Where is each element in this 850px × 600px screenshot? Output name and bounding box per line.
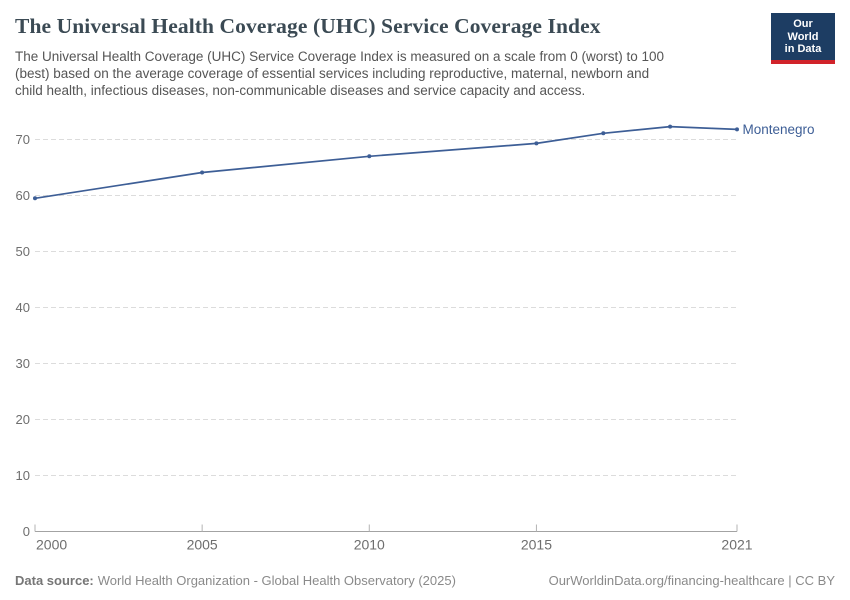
x-tick-label-2005: 2005 xyxy=(187,537,218,553)
chart-header: The Universal Health Coverage (UHC) Serv… xyxy=(0,0,850,100)
subtitle-line: The Universal Health Coverage (UHC) Serv… xyxy=(15,49,665,64)
license-badge: | CC BY xyxy=(784,573,835,588)
x-tick-label-2010: 2010 xyxy=(354,537,385,553)
gridlines xyxy=(35,139,737,476)
owid-article-link[interactable]: OurWorldinData.org/financing-healthcare xyxy=(548,573,785,588)
y-tick-label-30: 30 xyxy=(16,356,30,371)
x-tick-label-2000: 2000 xyxy=(36,537,67,553)
series-montenegro[interactable]: Montenegro xyxy=(33,122,815,201)
owid-logo-line2: in Data xyxy=(784,43,822,55)
data-point-2005 xyxy=(200,170,205,175)
subtitle-line: (best) based on the average coverage of … xyxy=(15,66,650,82)
owid-logo-line1: Our World xyxy=(787,18,819,43)
y-tick-label-70: 70 xyxy=(16,132,30,147)
data-point-2015 xyxy=(534,141,539,146)
data-point-2010 xyxy=(367,154,372,159)
uhc-line-chart[interactable]: 0 10 20 30 40 50 60 70 2000 2005 2010 2015 2021 Monte… xyxy=(0,0,850,560)
y-tick-label-60: 60 xyxy=(16,188,30,203)
y-tick-label-40: 40 xyxy=(16,300,30,315)
subtitle-line: child health, infectious diseases, non-c… xyxy=(15,83,586,99)
attribution: OurWorldinData.org/financing-healthcare … xyxy=(549,573,835,588)
y-axis-labels: 0 10 20 30 40 50 60 70 xyxy=(16,132,30,539)
owid-logo[interactable]: Our World in Data xyxy=(771,13,835,64)
chart-subtitle: The Universal Health Coverage (UHC) Serv… xyxy=(15,48,775,100)
data-line xyxy=(34,125,738,200)
y-tick-label-0: 0 xyxy=(23,524,30,539)
entity-label-montenegro[interactable]: Montenegro xyxy=(743,122,815,137)
x-axis-ticks: 2000 2005 2010 2015 2021 xyxy=(34,524,753,553)
data-point-2019 xyxy=(668,124,673,129)
data-point-2000 xyxy=(33,196,37,201)
x-tick-label-2021: 2021 xyxy=(721,537,752,553)
data-point-2017 xyxy=(601,131,606,136)
y-tick-label-50: 50 xyxy=(16,244,30,259)
x-tick-label-2015: 2015 xyxy=(521,537,552,553)
y-tick-label-10: 10 xyxy=(16,468,30,483)
data-point-2021 xyxy=(735,127,739,132)
data-source-text: World Health Organization - Global Healt… xyxy=(97,573,456,588)
chart-footer: Data source: World Health Organization - … xyxy=(15,573,835,588)
y-tick-label-20: 20 xyxy=(16,412,30,427)
page-title: The Universal Health Coverage (UHC) Serv… xyxy=(15,14,601,38)
data-source-note: Data source: World Health Organization - … xyxy=(15,573,456,588)
data-source-label: Data source: xyxy=(15,573,94,588)
